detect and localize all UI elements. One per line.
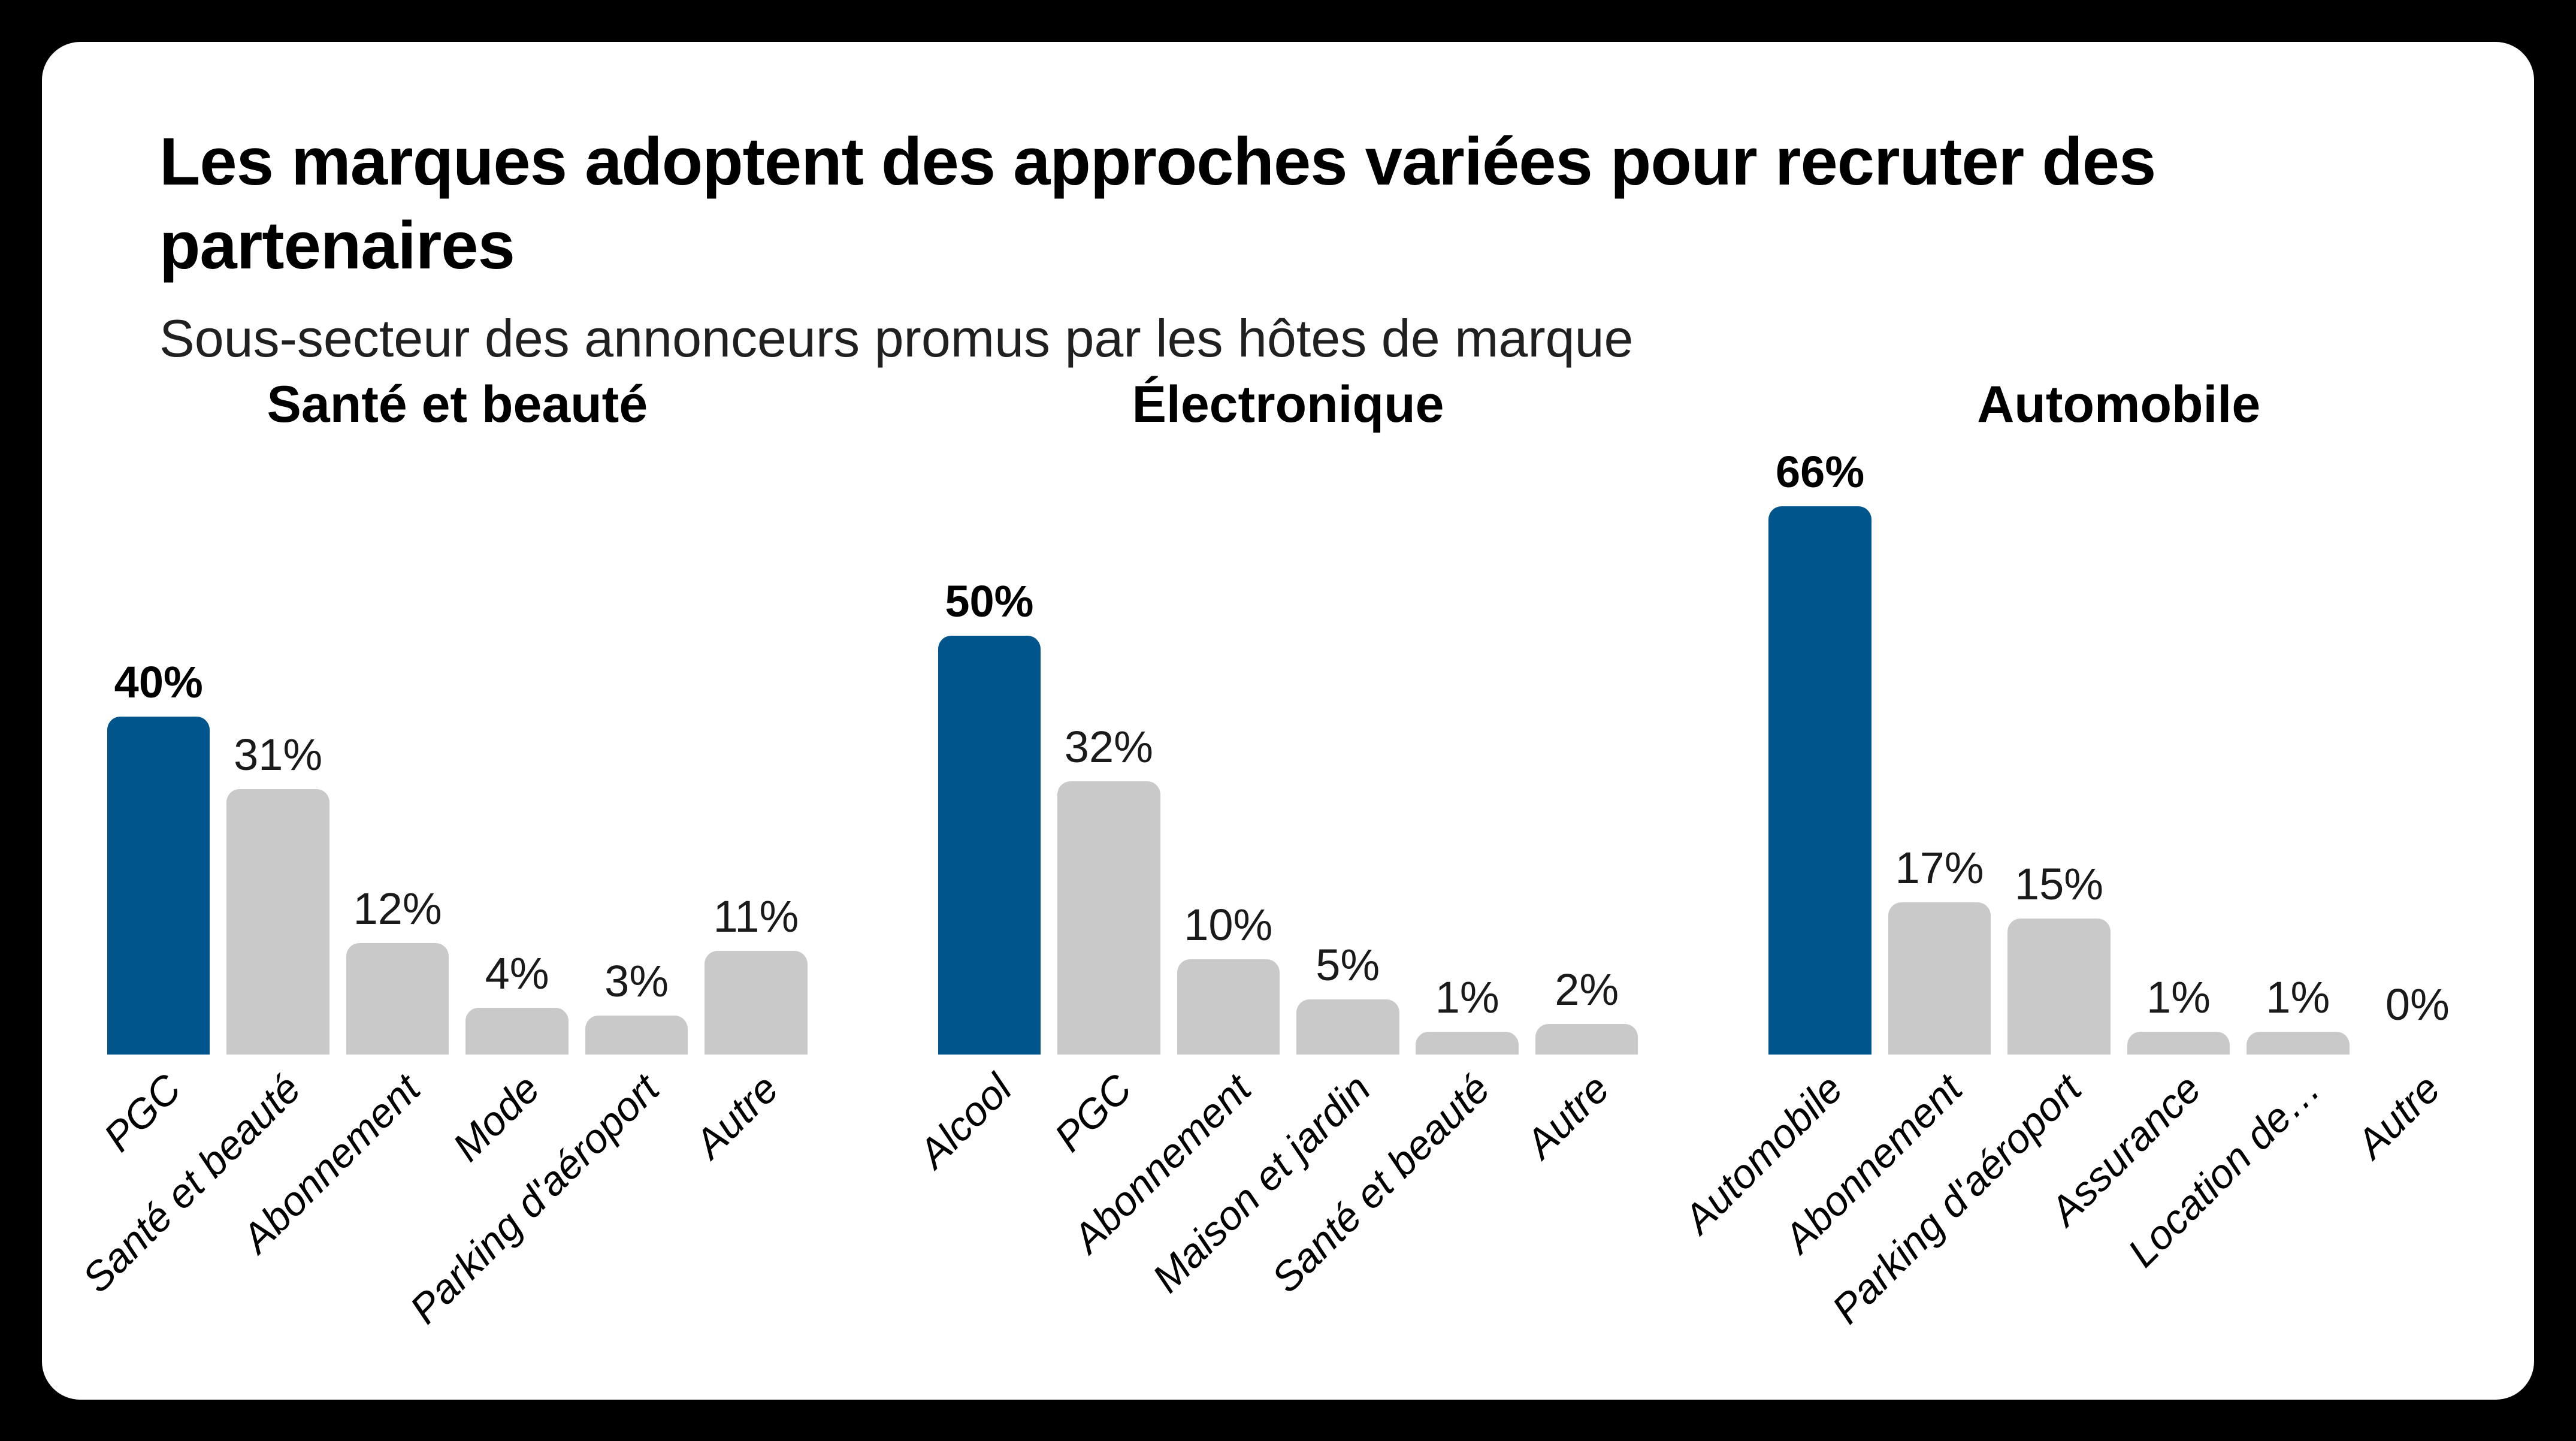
bar-slot: 11% <box>696 891 815 1055</box>
bar <box>1177 959 1280 1055</box>
bar-value-label: 5% <box>1316 940 1380 990</box>
bar-value-label: 1% <box>1435 972 1499 1022</box>
bar-value-label: 4% <box>485 948 549 998</box>
bar-slot: 32% <box>1049 721 1168 1055</box>
panel-title: Automobile <box>1977 376 2261 433</box>
x-axis-label-slot: Autre <box>687 1055 815 1378</box>
bar-value-label: 32% <box>1064 722 1153 772</box>
bar <box>2127 1032 2230 1055</box>
bar-slot: 15% <box>1999 859 2118 1055</box>
bar <box>938 636 1041 1055</box>
bar <box>1296 999 1399 1055</box>
chart-panel: Santé et beauté 40% 31% 12% 4% 3% 11% PGC Santé … <box>42 371 873 1378</box>
x-axis-label: Alcool <box>910 1065 1021 1177</box>
bar-value-label: 40% <box>114 657 203 707</box>
x-axis-label: PGC <box>95 1065 191 1161</box>
bars-area: 40% 31% 12% 4% 3% 11% <box>42 443 873 1055</box>
x-axis-label-slot: Autre <box>1517 1055 1646 1378</box>
x-axis-label-slot: Location de… <box>2120 1055 2357 1378</box>
chart-card: Les marques adoptent des approches varié… <box>42 42 2534 1400</box>
bars-area: 66% 17% 15% 1% 1% 0% <box>1703 443 2534 1055</box>
bar-slot: 10% <box>1169 899 1288 1055</box>
bar-value-label: 1% <box>2266 972 2330 1022</box>
bar-value-label: 17% <box>1895 843 1984 893</box>
bar-slot: 1% <box>1407 972 1526 1055</box>
bar-slot: 31% <box>218 729 337 1055</box>
page-title: Les marques adoptent des approches varié… <box>159 124 2156 283</box>
bar-value-label: 66% <box>1776 447 1865 497</box>
bar-slot: 5% <box>1288 939 1407 1055</box>
bar-slot: 3% <box>577 956 696 1055</box>
x-axis-label-slot: Santé et beauté <box>1263 1055 1526 1378</box>
bar-value-label: 2% <box>1555 965 1619 1014</box>
bar <box>1535 1024 1638 1055</box>
x-axis-label-slot: Parking d'aéroport <box>401 1055 696 1378</box>
bar <box>346 943 449 1055</box>
panel-title: Électronique <box>1132 376 1444 433</box>
page-subtitle: Sous-secteur des annonceurs promus par l… <box>159 309 1634 368</box>
bar-slot: 1% <box>2238 972 2357 1055</box>
bar-slot: 12% <box>338 883 457 1055</box>
bar <box>226 789 329 1055</box>
x-axis-label-slot: Alcool <box>910 1055 1049 1378</box>
bar-value-label: 1% <box>2146 972 2211 1022</box>
bar-slot: 40% <box>99 657 218 1055</box>
bar-slot: 2% <box>1527 964 1646 1055</box>
x-axis-labels: PGC Santé et beauté Abonnement Mode Parking … <box>42 1055 873 1378</box>
bar-slot: 1% <box>2119 972 2238 1055</box>
x-axis-label: Autre <box>2348 1065 2449 1167</box>
x-axis-label: PGC <box>1045 1065 1141 1161</box>
bar-value-label: 3% <box>604 956 669 1006</box>
x-axis-label: Mode <box>444 1065 549 1170</box>
bar-value-label: 0% <box>2385 980 2450 1029</box>
bar-slot: 50% <box>930 576 1049 1055</box>
bar-slot: 17% <box>1880 842 1999 1055</box>
bar <box>1888 902 1991 1055</box>
bar <box>1057 781 1160 1055</box>
x-axis-label: Autre <box>1517 1065 1618 1167</box>
panel-title: Santé et beauté <box>267 376 648 433</box>
bar <box>465 1008 569 1055</box>
bar <box>705 951 808 1055</box>
bar <box>1768 506 1871 1055</box>
chart-panel: Automobile 66% 17% 15% 1% 1% 0% Automobile Abonn… <box>1675 371 2534 1378</box>
x-axis-label-slot: Autre <box>2348 1055 2477 1378</box>
x-axis-labels: Alcool PGC Abonnement Maison et jardin Santé… <box>873 1055 1704 1378</box>
bar <box>585 1016 688 1055</box>
bar-value-label: 50% <box>945 576 1034 626</box>
bar <box>2247 1032 2350 1055</box>
header: Les marques adoptent des approches varié… <box>42 42 2534 371</box>
bar <box>2007 919 2111 1055</box>
bars-area: 50% 32% 10% 5% 1% 2% <box>873 443 1704 1055</box>
bar-value-label: 12% <box>353 884 442 934</box>
bar-value-label: 31% <box>234 730 323 780</box>
x-axis-label: Autre <box>686 1065 788 1167</box>
bar-value-label: 11% <box>713 892 799 941</box>
x-axis-label-slot: Abonnement <box>234 1055 457 1378</box>
charts-row: Santé et beauté 40% 31% 12% 4% 3% 11% PGC Santé … <box>42 371 2534 1378</box>
bar-value-label: 10% <box>1184 900 1273 950</box>
bar-slot: 0% <box>2358 979 2477 1055</box>
bar-slot: 66% <box>1760 446 1879 1055</box>
bar-slot: 4% <box>457 948 576 1055</box>
x-axis-labels: Automobile Abonnement Parking d'aéroport As… <box>1675 1055 2534 1378</box>
bar <box>107 717 210 1055</box>
chart-panel: Électronique 50% 32% 10% 5% 1% 2% Alcool PGC Abon… <box>873 371 1704 1378</box>
bar-value-label: 15% <box>2014 859 2104 909</box>
bar <box>1416 1032 1519 1055</box>
